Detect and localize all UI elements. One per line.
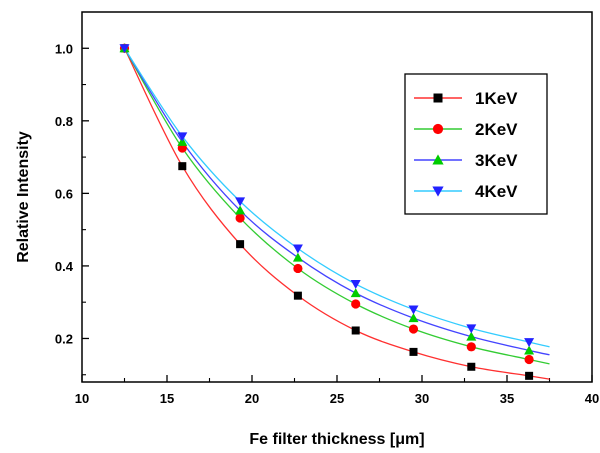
data-point-2KeV (466, 342, 476, 352)
data-point-3KeV (466, 331, 477, 341)
x-tick-label: 30 (415, 391, 429, 406)
tick-labels: 10 15 20 25 30 35 40 0.2 0.4 0.6 0.8 1.0 (55, 41, 599, 406)
legend-marker-3KeV (432, 154, 444, 165)
data-point-4KeV (177, 132, 188, 142)
fit-line-4KeV (123, 47, 550, 348)
legend-label-4KeV: 4KeV (475, 182, 518, 201)
data-point-4KeV (350, 280, 361, 290)
data-point-1KeV (351, 326, 360, 335)
data-point-1KeV (178, 162, 187, 171)
data-point-2KeV (408, 324, 419, 334)
axis-ticks (81, 47, 593, 382)
data-point-2KeV (524, 354, 534, 365)
legend-marker-1KeV (433, 93, 443, 103)
data-point-3KeV (408, 313, 419, 323)
y-axis-title: Relative Intensity (15, 131, 32, 263)
x-tick-label: 20 (245, 391, 259, 406)
data-markers (119, 43, 535, 380)
data-point-3KeV (292, 252, 303, 262)
x-tick-label: 40 (585, 391, 599, 406)
data-point-1KeV (236, 240, 245, 249)
fit-line-2KeV (123, 47, 550, 365)
x-tick-label: 10 (75, 391, 89, 406)
data-point-3KeV (350, 288, 361, 298)
data-point-4KeV (466, 324, 477, 334)
y-tick-label: 0.8 (55, 114, 73, 129)
data-point-4KeV (408, 305, 419, 315)
data-point-1KeV (525, 371, 534, 380)
data-point-4KeV (119, 44, 130, 54)
data-point-1KeV (293, 291, 302, 300)
y-tick-label: 0.4 (55, 259, 74, 274)
data-point-2KeV (351, 299, 361, 309)
legend-label-1KeV: 1KeV (475, 89, 518, 108)
x-tick-label: 15 (160, 391, 174, 406)
data-point-1KeV (467, 362, 476, 371)
y-tick-label: 0.6 (55, 186, 73, 201)
legend-label-3KeV: 3KeV (475, 151, 518, 170)
y-tick-label: 0.2 (55, 331, 73, 346)
y-tick-label: 1.0 (55, 41, 73, 56)
legend: 1KeV 2KeV 3KeV 4KeV (404, 73, 548, 215)
data-point-2KeV (293, 263, 303, 274)
legend-marker-2KeV (432, 123, 444, 135)
data-point-1KeV (409, 347, 418, 356)
data-point-4KeV (524, 338, 535, 348)
x-tick-label: 35 (500, 391, 514, 406)
x-tick-label: 25 (330, 391, 344, 406)
legend-marker-4KeV (432, 186, 444, 197)
data-point-2KeV (235, 213, 245, 223)
data-point-4KeV (292, 244, 303, 254)
legend-label-2KeV: 2KeV (475, 120, 518, 139)
x-axis-title: Fe filter thickness [μm] (249, 431, 424, 448)
data-point-4KeV (235, 197, 246, 207)
data-point-3KeV (235, 205, 246, 215)
data-point-3KeV (524, 345, 535, 355)
